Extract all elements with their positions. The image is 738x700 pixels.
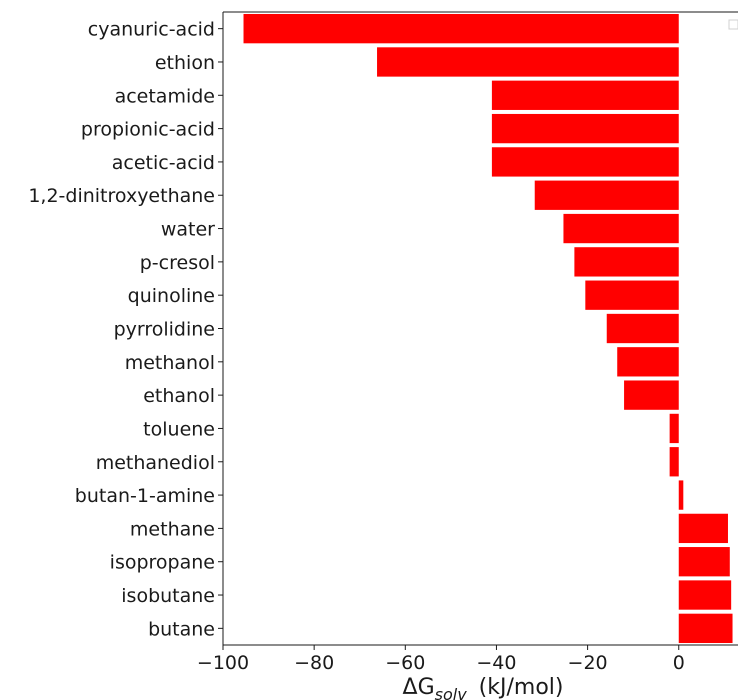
x-tick-label: −80 [294, 652, 334, 674]
bar-water [563, 213, 679, 244]
x-tick-label: −100 [197, 652, 249, 674]
y-tick-label: pyrrolidine [114, 319, 215, 341]
y-tick-label: 1,2-dinitroxyethane [28, 185, 215, 207]
bar-butan-1-amine [678, 480, 684, 510]
legend-box [728, 19, 738, 30]
bar-methanediol [669, 447, 679, 477]
y-tick-label: ethion [155, 52, 215, 74]
bars-group [243, 13, 733, 644]
y-tick-label: p-cresol [140, 252, 215, 274]
bar-p-cresol [574, 247, 679, 277]
y-tick-label: butan-1-amine [75, 485, 215, 507]
x-axis-label: ΔGsolv (kJ/mol) [403, 675, 564, 700]
x-tick-label: −20 [568, 652, 608, 674]
y-tick-label: ethanol [143, 385, 215, 407]
x-axis: −100 −80 −60 −40 −20 0 [197, 644, 738, 674]
y-tick-label: cyanuric-acid [88, 19, 215, 41]
bar-acetic-acid [491, 147, 679, 177]
bar-butane [678, 613, 733, 644]
y-tick-label: quinoline [128, 285, 215, 307]
x-axis-label-prefix: ΔG [403, 675, 435, 700]
x-tick-label: −40 [476, 652, 516, 674]
y-axis: cyanuric-acid ethion acetamide propionic-ac… [28, 11, 738, 645]
x-axis-label-subscript: solv [435, 685, 468, 700]
y-tick-label: butane [148, 618, 215, 640]
y-tick-label: methane [130, 518, 215, 540]
bar-pyrrolidine [606, 313, 679, 344]
y-tick-label: isobutane [121, 585, 215, 607]
bar-methanol [617, 347, 679, 377]
bar-isobutane [678, 580, 732, 610]
bar-methane [678, 513, 728, 544]
bar-1,2-dinitroxyethane [534, 180, 679, 210]
x-axis-label-suffix: (kJ/mol) [479, 675, 564, 700]
bar-propionic-acid [491, 113, 679, 144]
y-tick-label: acetamide [115, 85, 215, 107]
bar-ethanol [624, 380, 679, 410]
y-tick-label: toluene [143, 418, 215, 440]
x-tick-label: −60 [385, 652, 425, 674]
bar-isopropane [678, 547, 730, 577]
bar-toluene [669, 413, 679, 444]
y-tick-label: methanol [125, 352, 215, 374]
x-tick-label: 0 [673, 652, 685, 674]
bar-acetamide [491, 80, 679, 110]
y-tick-label: water [161, 219, 215, 241]
y-tick-label: isopropane [110, 552, 215, 574]
y-tick-label: methanediol [96, 452, 215, 474]
y-tick-label: acetic-acid [112, 152, 215, 174]
bar-ethion [377, 47, 679, 77]
y-tick-label: propionic-acid [81, 119, 215, 141]
bar-quinoline [585, 280, 679, 310]
bar-cyanuric-acid [243, 13, 679, 44]
